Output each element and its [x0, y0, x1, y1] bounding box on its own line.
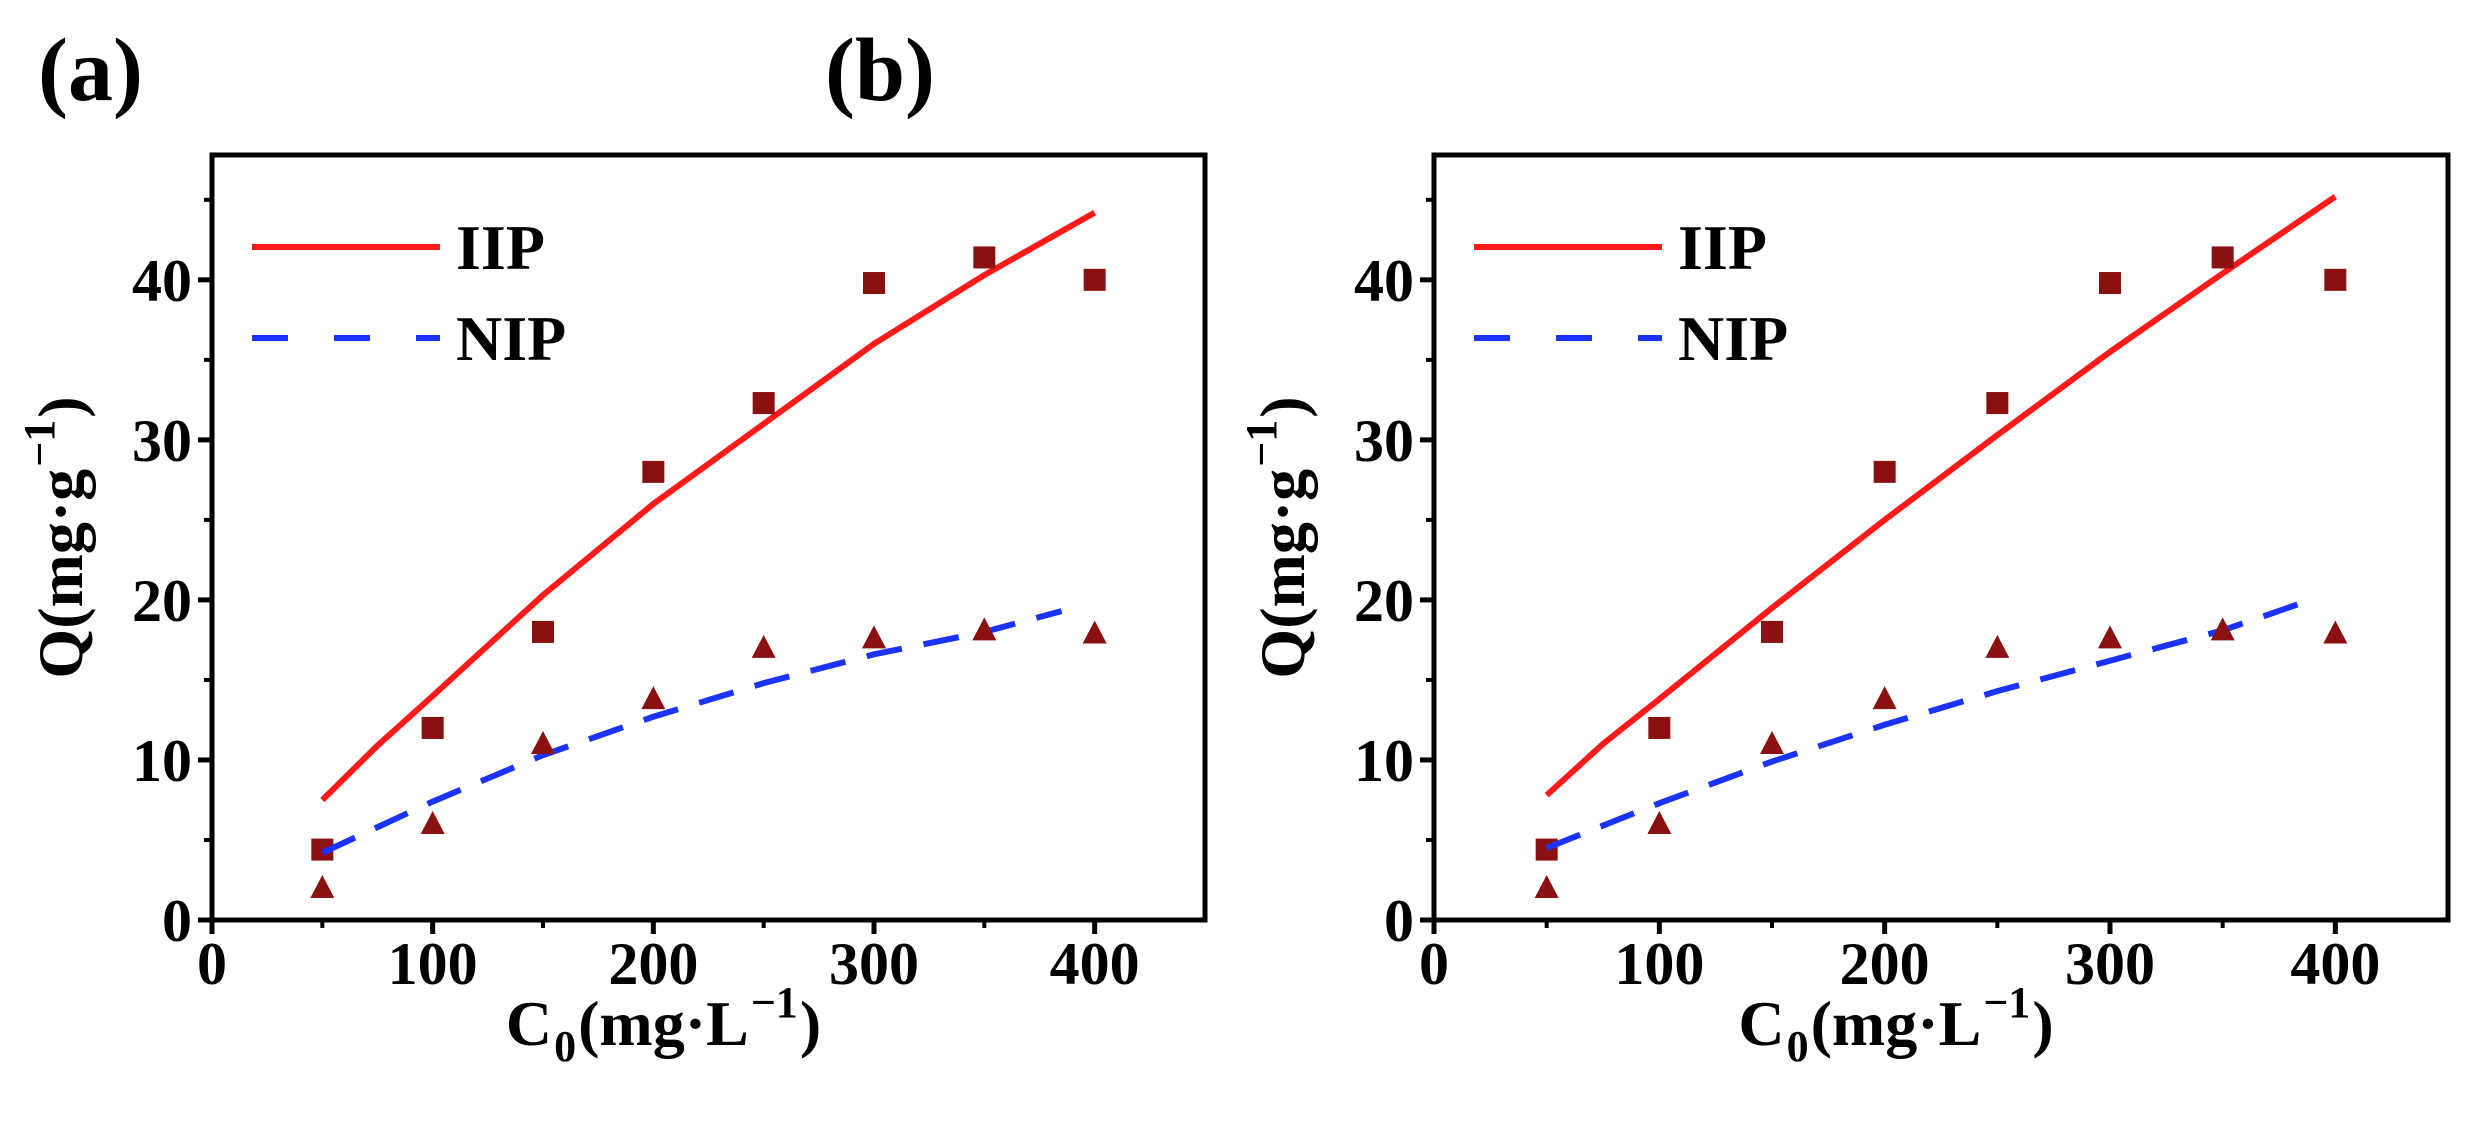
data-point-triangle: [310, 874, 335, 898]
y-tick-label: 20: [132, 568, 192, 634]
data-point-triangle: [1534, 874, 1559, 898]
y-tick-label: 40: [1354, 248, 1414, 314]
data-point-square: [1873, 460, 1896, 483]
x-label-close: ): [800, 988, 821, 1059]
x-tick-label: 300: [829, 931, 919, 997]
x-tick-label: 400: [2290, 931, 2380, 997]
x-tick-label: 100: [388, 931, 478, 997]
x-tick-label: 200: [1840, 931, 1930, 997]
data-point-square: [752, 392, 775, 415]
fit-line-iip: [1544, 194, 2338, 798]
data-point-square: [1083, 268, 1106, 291]
data-point-triangle: [862, 625, 886, 649]
legend-label: IIP: [456, 212, 545, 283]
x-label-sup: −1: [751, 978, 798, 1027]
x-axis-label: C 0 (mg·L −1): [1738, 978, 2053, 1071]
data-point-square: [1648, 716, 1671, 739]
data-point-square: [2324, 268, 2347, 291]
data-point-square: [863, 272, 885, 295]
data-point-square: [642, 460, 665, 483]
x-tick-label: 300: [2065, 931, 2155, 997]
x-label-sub: 0: [554, 1022, 576, 1071]
x-label-close: ): [2032, 988, 2053, 1059]
y-label-main: Q(mg·g: [25, 469, 96, 679]
y-axis-label: Q(mg·g−1): [1237, 396, 1318, 678]
series-iip: IIP: [1474, 194, 2347, 861]
x-axis-label: C 0 (mg·L −1): [506, 978, 821, 1071]
data-point-triangle: [2210, 617, 2235, 641]
series-nip: NIP: [1474, 303, 2348, 898]
data-point-triangle: [1760, 730, 1784, 754]
data-point-square: [1761, 620, 1783, 643]
plot-frame: [1431, 152, 2451, 923]
panel-label: (b): [825, 21, 935, 120]
data-point-square: [421, 716, 444, 739]
y-tick-label: 0: [162, 888, 192, 954]
y-label-main: Q(mg·g: [1247, 469, 1318, 679]
y-tick-label: 40: [132, 248, 192, 314]
x-label-main: C: [506, 988, 552, 1059]
fit-line-nip: [1545, 600, 2303, 851]
x-tick-label: 0: [1419, 931, 1449, 997]
y-label-sup: −1: [1237, 420, 1286, 467]
x-label-sub: 0: [1787, 1022, 1809, 1071]
legend-label: NIP: [1678, 303, 1788, 374]
data-point-triangle: [641, 686, 666, 710]
data-point-triangle: [531, 730, 555, 754]
y-tick-label: 30: [1354, 408, 1414, 474]
data-point-triangle: [972, 617, 997, 641]
x-label-sup: −1: [1983, 978, 2030, 1027]
panel-label: (a): [38, 21, 143, 120]
data-point-square: [532, 620, 554, 643]
y-tick-label: 10: [132, 728, 192, 794]
data-point-triangle: [1985, 634, 2010, 658]
series-nip: NIP: [252, 303, 1107, 898]
y-tick-label: 0: [1384, 888, 1414, 954]
y-label-close: ): [1247, 396, 1318, 417]
x-tick-label: 0: [197, 931, 227, 997]
data-point-triangle: [1872, 686, 1897, 710]
y-label-sup: −1: [15, 420, 64, 467]
x-tick-label: 200: [608, 931, 698, 997]
x-tick-label: 400: [1050, 931, 1140, 997]
y-tick-label: 30: [132, 408, 192, 474]
y-tick-label: 20: [1354, 568, 1414, 634]
data-point-square: [2211, 246, 2234, 269]
legend-label: NIP: [456, 303, 566, 374]
data-point-triangle: [1082, 620, 1107, 644]
fit-line-nip: [321, 608, 1063, 856]
data-point-square: [1986, 392, 2009, 415]
x-label-rest: (mg·L: [578, 988, 749, 1059]
x-label-rest: (mg·L: [1811, 988, 1982, 1059]
data-point-square: [973, 246, 996, 269]
plot-frame: [209, 152, 1208, 923]
series-iip: IIP: [252, 210, 1106, 861]
data-point-triangle: [420, 810, 445, 834]
data-point-triangle: [2098, 625, 2122, 649]
x-tick-label: 100: [1614, 931, 1704, 997]
y-tick-label: 10: [1354, 728, 1414, 794]
data-point-triangle: [1647, 810, 1672, 834]
legend-label: IIP: [1678, 212, 1767, 283]
y-label-close: ): [25, 396, 96, 417]
y-axis-label: Q(mg·g−1): [15, 396, 96, 678]
data-point-triangle: [2323, 620, 2348, 644]
data-point-triangle: [751, 634, 776, 658]
x-label-main: C: [1738, 988, 1784, 1059]
data-point-square: [2099, 272, 2121, 295]
fit-line-iip: [320, 210, 1097, 803]
